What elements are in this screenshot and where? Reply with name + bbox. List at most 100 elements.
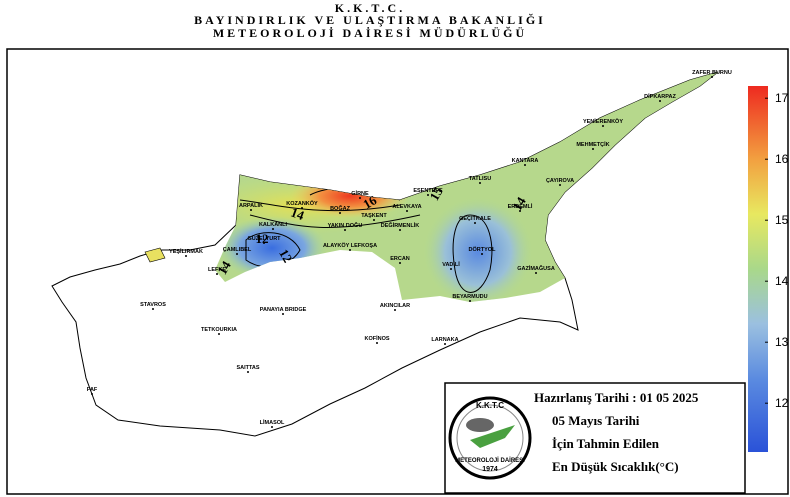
place-label: DEĞİRMENLİK xyxy=(381,221,420,229)
contour-label: 14 xyxy=(289,205,307,224)
colorbar xyxy=(748,86,768,452)
colorbar-tick-label: 15 xyxy=(775,213,789,227)
place-label: ARPALIK xyxy=(239,203,263,209)
colorbar-tick-label: 13 xyxy=(775,335,789,349)
place-dot xyxy=(450,268,452,270)
place-label: KOFİNOS xyxy=(364,335,389,342)
place-label: ERDEMLİ xyxy=(508,203,533,210)
place-dot xyxy=(247,371,249,373)
header-line: K.K.T.C. xyxy=(335,1,405,15)
place-label: DİPKARPAZ xyxy=(644,93,676,100)
place-label: DÖRTYOL xyxy=(469,246,497,253)
place-dot xyxy=(479,182,481,184)
place-dot xyxy=(399,229,401,231)
place-label: GAZİMAĞUSA xyxy=(517,264,555,272)
place-label: BOĞAZ xyxy=(330,204,351,212)
place-dot xyxy=(236,253,238,255)
place-dot xyxy=(592,148,594,150)
place-label: VADİLİ xyxy=(442,261,460,268)
place-label: ÇAYIROVA xyxy=(546,178,574,184)
place-label: LEFKE xyxy=(208,267,226,273)
place-dot xyxy=(711,76,713,78)
place-dot xyxy=(427,194,429,196)
place-label: GEÇİTKALE xyxy=(459,215,491,222)
contour-label: 12 xyxy=(276,246,295,265)
place-dot xyxy=(152,308,154,310)
place-label: TATLISU xyxy=(469,176,491,182)
place-dot xyxy=(373,219,375,221)
place-dot xyxy=(349,249,351,251)
place-label: KALKANLI xyxy=(259,222,288,228)
place-label: KOZANKÖY xyxy=(286,200,318,207)
place-label: YENİERENKÖY xyxy=(583,118,623,125)
place-dot xyxy=(344,229,346,231)
header-line: METEOROLOJİ DAİRESİ MÜDÜRLÜĞÜ xyxy=(213,26,527,40)
legend-line: En Düşük Sıcaklık(°C) xyxy=(552,459,679,474)
place-dot xyxy=(250,209,252,211)
place-label: TETKOURKIA xyxy=(201,327,237,333)
place-label: ERCAN xyxy=(390,256,410,262)
place-label: ESENTEPE xyxy=(413,188,443,194)
place-dot xyxy=(469,300,471,302)
place-label: BEYARMUDU xyxy=(452,294,487,300)
place-dot xyxy=(359,197,361,199)
place-label: PANAYIA BRIDGE xyxy=(260,307,307,313)
place-dot xyxy=(559,184,561,186)
legend-line: İçin Tahmin Edilen xyxy=(552,436,660,451)
place-dot xyxy=(339,212,341,214)
place-dot xyxy=(301,207,303,209)
place-dot xyxy=(272,228,274,230)
logo-text: METEOROLOJİ DAİRESİ xyxy=(455,457,525,464)
place-label: PAF xyxy=(87,387,98,393)
logo-text: 1974 xyxy=(482,466,498,473)
place-dot xyxy=(524,164,526,166)
place-dot xyxy=(474,222,476,224)
place-dot xyxy=(481,253,483,255)
place-label: KANTARA xyxy=(512,158,539,164)
place-dot xyxy=(399,262,401,264)
place-label: GİRNE xyxy=(351,190,369,197)
place-dot xyxy=(406,210,408,212)
place-dot xyxy=(659,100,661,102)
place-dot xyxy=(271,426,273,428)
place-label: ZAFER BURNU xyxy=(692,70,732,76)
colorbar-tick-label: 17 xyxy=(775,91,789,105)
place-dot xyxy=(282,313,284,315)
logo-island xyxy=(470,425,515,448)
place-dot xyxy=(444,343,446,345)
legend-line: 05 Mayıs Tarihi xyxy=(552,413,640,428)
colorbar-tick-label: 12 xyxy=(775,396,789,410)
place-label: MEHMETÇİK xyxy=(576,141,609,148)
place-label: ALEVKAYA xyxy=(392,204,421,210)
place-dot xyxy=(394,309,396,311)
place-dot xyxy=(263,242,265,244)
prepared-date: Hazırlanış Tarihi : 01 05 2025 xyxy=(534,390,699,405)
place-label: YEŞİLIRMAK xyxy=(169,248,203,255)
contour-label: 12 xyxy=(256,231,269,246)
colorbar-tick-label: 14 xyxy=(775,274,789,288)
place-label: TAŞKENT xyxy=(361,213,387,219)
place-label: AKINCILAR xyxy=(380,303,410,309)
place-label: LİMASOL xyxy=(260,419,285,426)
colorbar-tick-label: 16 xyxy=(775,152,789,166)
place-label: ÇAMLIBEL xyxy=(223,247,252,253)
coast-patch xyxy=(144,247,166,263)
logo-text: K.K.T.C xyxy=(476,401,504,410)
place-dot xyxy=(185,255,187,257)
place-dot xyxy=(216,273,218,275)
place-dot xyxy=(218,333,220,335)
logo-cloud xyxy=(466,418,494,432)
place-dot xyxy=(602,125,604,127)
place-label: SAITTAS xyxy=(236,365,259,371)
place-dot xyxy=(519,210,521,212)
header-line: BAYINDIRLIK VE ULAŞTIRMA BAKANLIĞI xyxy=(194,13,546,27)
place-label: ALAYKÖY LEFKOŞA xyxy=(323,242,377,249)
place-label: LARNAKA xyxy=(431,337,458,343)
place-dot xyxy=(376,342,378,344)
place-label: YAKIN DOĞU xyxy=(328,221,363,229)
place-dot xyxy=(91,393,93,395)
place-dot xyxy=(535,272,537,274)
place-label: STAVROS xyxy=(140,302,166,308)
